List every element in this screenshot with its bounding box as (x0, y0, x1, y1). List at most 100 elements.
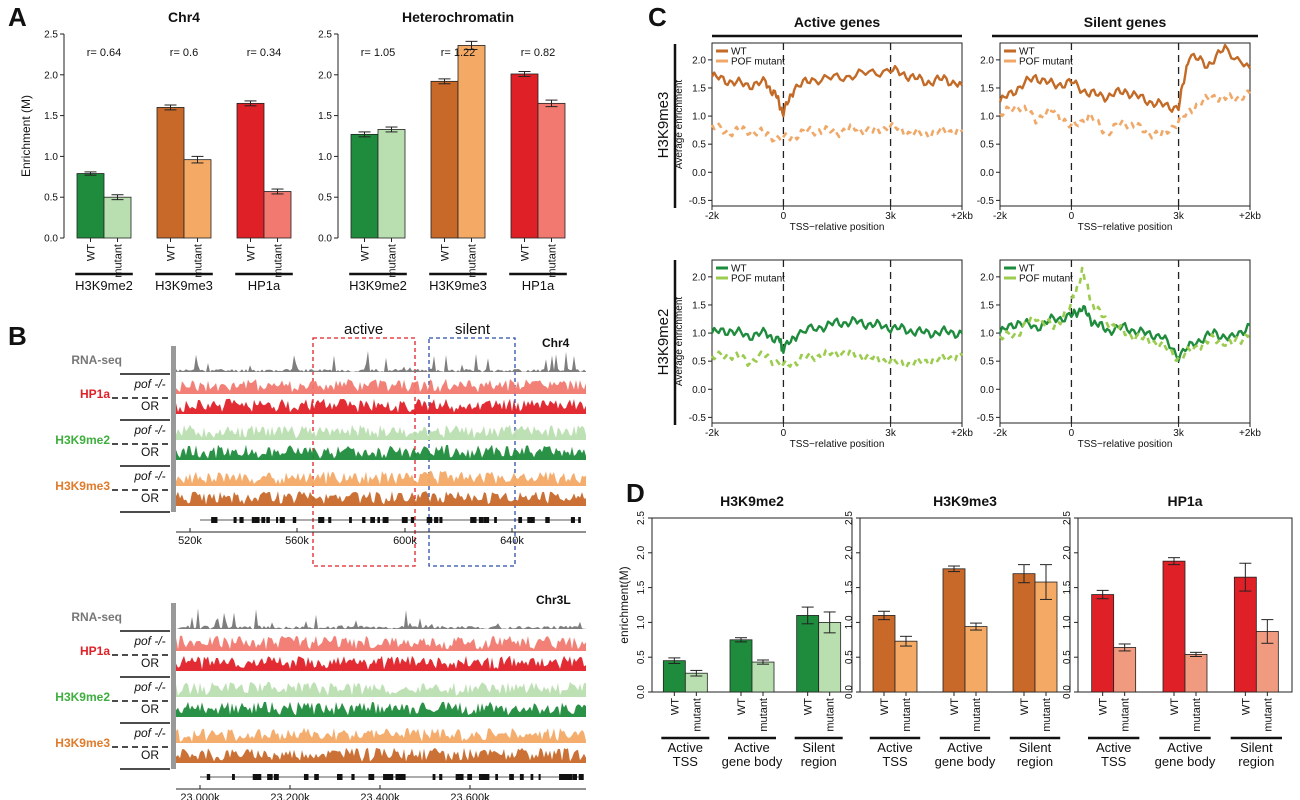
group-label: Active (1096, 740, 1131, 755)
legend-label: POF mutant (1019, 57, 1073, 68)
bar-chart-a-heterochromatin: Heterochromatin 0.0 0.5 1.0 1.5 2.0 2.5 WT mutan… (318, 9, 567, 293)
y-axis-label: Average enrichment (674, 80, 685, 170)
bar-mutant-1 (964, 626, 988, 693)
bar-wt-2 (1012, 573, 1036, 693)
y-tick-label: 2.0 (636, 545, 647, 559)
group-label: Silent (1019, 740, 1052, 755)
plot-frame (711, 259, 963, 424)
gene-exon (206, 774, 211, 780)
gene-exon (545, 517, 550, 523)
series-line-wt (998, 305, 1251, 362)
bar-label: WT (166, 244, 178, 261)
gene-exon (439, 774, 443, 780)
y-tick-label: -0.5 (689, 413, 707, 424)
y-tick-label: 2.0 (844, 545, 855, 559)
genotype-label-or: OR (141, 748, 159, 762)
gene-exon (494, 517, 497, 523)
y-tick-label: 1.5 (44, 111, 58, 122)
x-tick-label: -2k (993, 211, 1008, 222)
chart-title: H3K9me3 (933, 493, 997, 509)
y-tick-label: 1.5 (318, 111, 332, 122)
y-tick-label: 1.0 (980, 329, 994, 340)
coordinate-label: 23,600k (450, 792, 490, 800)
coordinate-label: 23,000k (180, 792, 220, 800)
bar-wt-1 (430, 80, 459, 239)
group-label: TSS (882, 754, 908, 769)
y-tick-label: 0.0 (1062, 685, 1073, 699)
line-chart-panel-c: -2k 0 3k +2kb -0.5 0.0 0.5 1.0 1.5 2.0 TSS−relativ… (977, 259, 1261, 450)
gene-exon (368, 774, 375, 780)
line-chart-panel-c: -2k 0 3k +2kb -0.5 0.0 0.5 1.0 1.5 2.0 TSS−relativ… (674, 42, 973, 233)
y-tick-label: 2.0 (980, 55, 994, 66)
bar-label: mutant (193, 244, 205, 278)
panel-b-genome-browser: active silent Chr4 Chr3L (312, 321, 571, 607)
group-label: gene body (935, 754, 996, 769)
x-tick-label: 0 (1069, 211, 1075, 222)
y-tick-label: 1.5 (844, 580, 855, 594)
gene-exon (231, 774, 235, 780)
gene-exon (318, 517, 323, 523)
plot-frame (711, 42, 963, 207)
series-line-pof-mutant (710, 120, 964, 143)
track-label-h3k9me3: H3K9me3 (55, 479, 110, 493)
bar-label: WT (736, 698, 748, 715)
genotype-label-pof: pof -/- (133, 680, 165, 694)
correlation-label: r= 0.82 (521, 47, 556, 59)
series-line-wt (710, 64, 963, 118)
group-label: HP1a (522, 278, 555, 293)
y-tick-label: 2.5 (636, 511, 647, 525)
bar-mutant-2 (263, 191, 292, 239)
gene-exon (252, 774, 259, 780)
signal-track (176, 491, 586, 506)
y-tick-label: 1.0 (692, 329, 706, 340)
chart-title: Chr4 (168, 9, 200, 25)
group-label: gene body (1155, 754, 1216, 769)
y-tick-label: 2.0 (1062, 545, 1073, 559)
genotype-label-pof: pof -/- (133, 377, 165, 391)
signal-track (176, 635, 586, 651)
group-label: HP1a (248, 278, 281, 293)
genotype-label-pof: pof -/- (133, 423, 165, 437)
bar-mutant-1 (751, 661, 775, 693)
bar-mutant-2 (537, 102, 566, 239)
gene-exon (480, 774, 486, 780)
bar-wt-1 (729, 639, 753, 693)
y-tick-label: 1.0 (980, 112, 994, 123)
bar-wt-0 (350, 133, 379, 239)
correlation-label: r= 0.6 (170, 47, 198, 59)
y-tick-label: 0.0 (980, 168, 994, 179)
legend-label: POF mutant (731, 274, 785, 285)
y-tick-label: 0.5 (692, 357, 706, 368)
x-tick-label: 0 (781, 428, 787, 439)
gene-exon (483, 517, 490, 523)
group-label: H3K9me3 (429, 278, 487, 293)
y-tick-label: 2.5 (44, 30, 58, 41)
bar-label: mutant (113, 244, 125, 278)
y-tick-label: 1.5 (692, 300, 706, 311)
y-tick-label: 0.5 (636, 650, 647, 664)
column-title-active-genes: Active genes (794, 14, 881, 30)
genotype-label-or: OR (141, 445, 159, 459)
panel-label-a: A (8, 2, 27, 32)
track-label-h3k9me3: H3K9me3 (55, 736, 110, 750)
bar-mutant-0 (103, 196, 132, 239)
group-label: gene body (722, 754, 783, 769)
y-tick-label: 0.5 (692, 140, 706, 151)
bar-chart-a-chr4: Chr4 0.0 0.5 1.0 1.5 2.0 2.5 Enrichment (M) WT mu… (19, 9, 293, 293)
legend-label: WT (731, 264, 747, 275)
signal-track (176, 681, 586, 697)
genotype-label-pof: pof -/- (133, 634, 165, 648)
x-tick-label: -2k (705, 211, 720, 222)
series-line-wt (710, 316, 963, 354)
gene-exon (314, 774, 319, 780)
y-axis-label: Enrichment (M) (19, 95, 33, 177)
gene-exon (336, 774, 343, 780)
coordinate-label: 640k (500, 535, 524, 547)
column-title-silent-genes: Silent genes (1084, 14, 1167, 30)
line-chart-panel-c: -2k 0 3k +2kb -0.5 0.0 0.5 1.0 1.5 2.0 TSS−relativ… (674, 259, 973, 450)
genotype-label-pof: pof -/- (133, 726, 165, 740)
bar-label: mutant (1262, 698, 1274, 732)
y-tick-label: 1.5 (692, 83, 706, 94)
y-tick-label: 2.0 (692, 272, 706, 283)
gene-exon (538, 774, 541, 780)
